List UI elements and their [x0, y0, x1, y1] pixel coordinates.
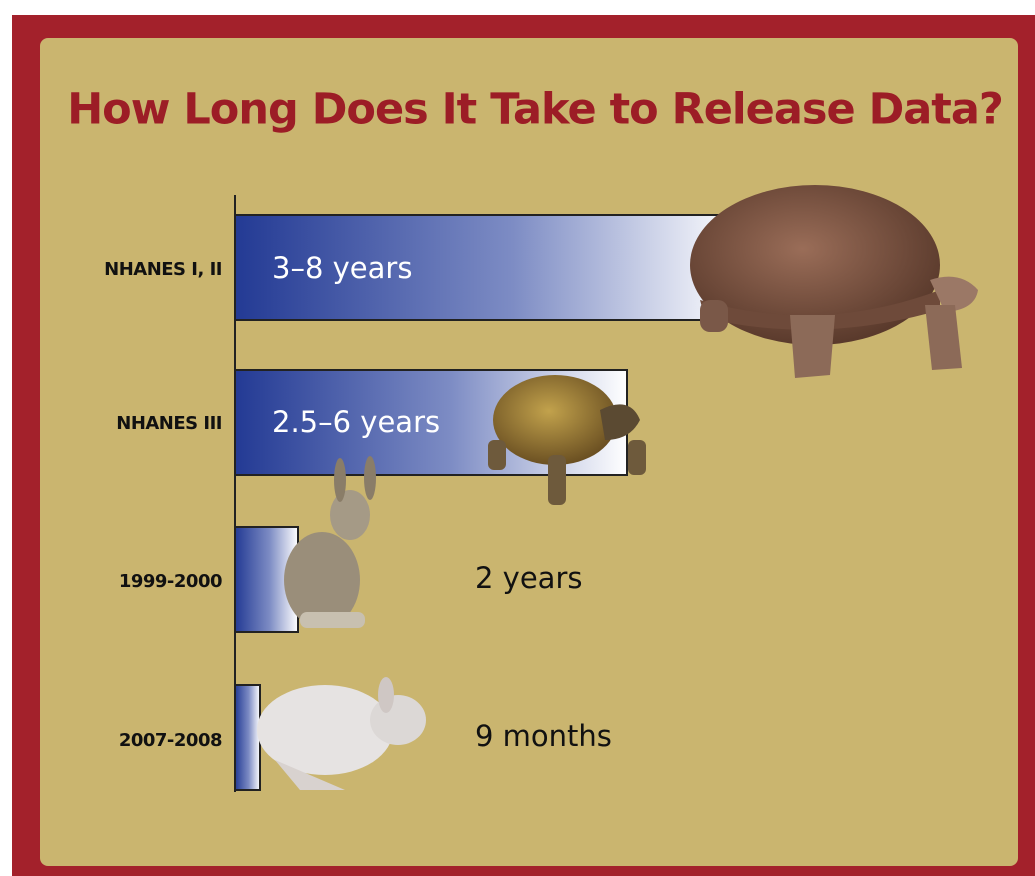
- infographic: How Long Does It Take to Release Data? N…: [0, 0, 1035, 876]
- category-label: NHANES I, II: [104, 259, 222, 280]
- duration-label: 2 years: [475, 561, 582, 595]
- category-label: 2007-2008: [119, 730, 222, 751]
- duration-label: 9 months: [475, 719, 612, 753]
- bar: [235, 685, 260, 790]
- duration-label: 2.5–6 years: [272, 405, 440, 439]
- category-label: 1999-2000: [119, 571, 222, 592]
- duration-label: 3–8 years: [272, 251, 412, 285]
- title: How Long Does It Take to Release Data?: [67, 85, 1003, 135]
- category-label: NHANES III: [116, 413, 222, 434]
